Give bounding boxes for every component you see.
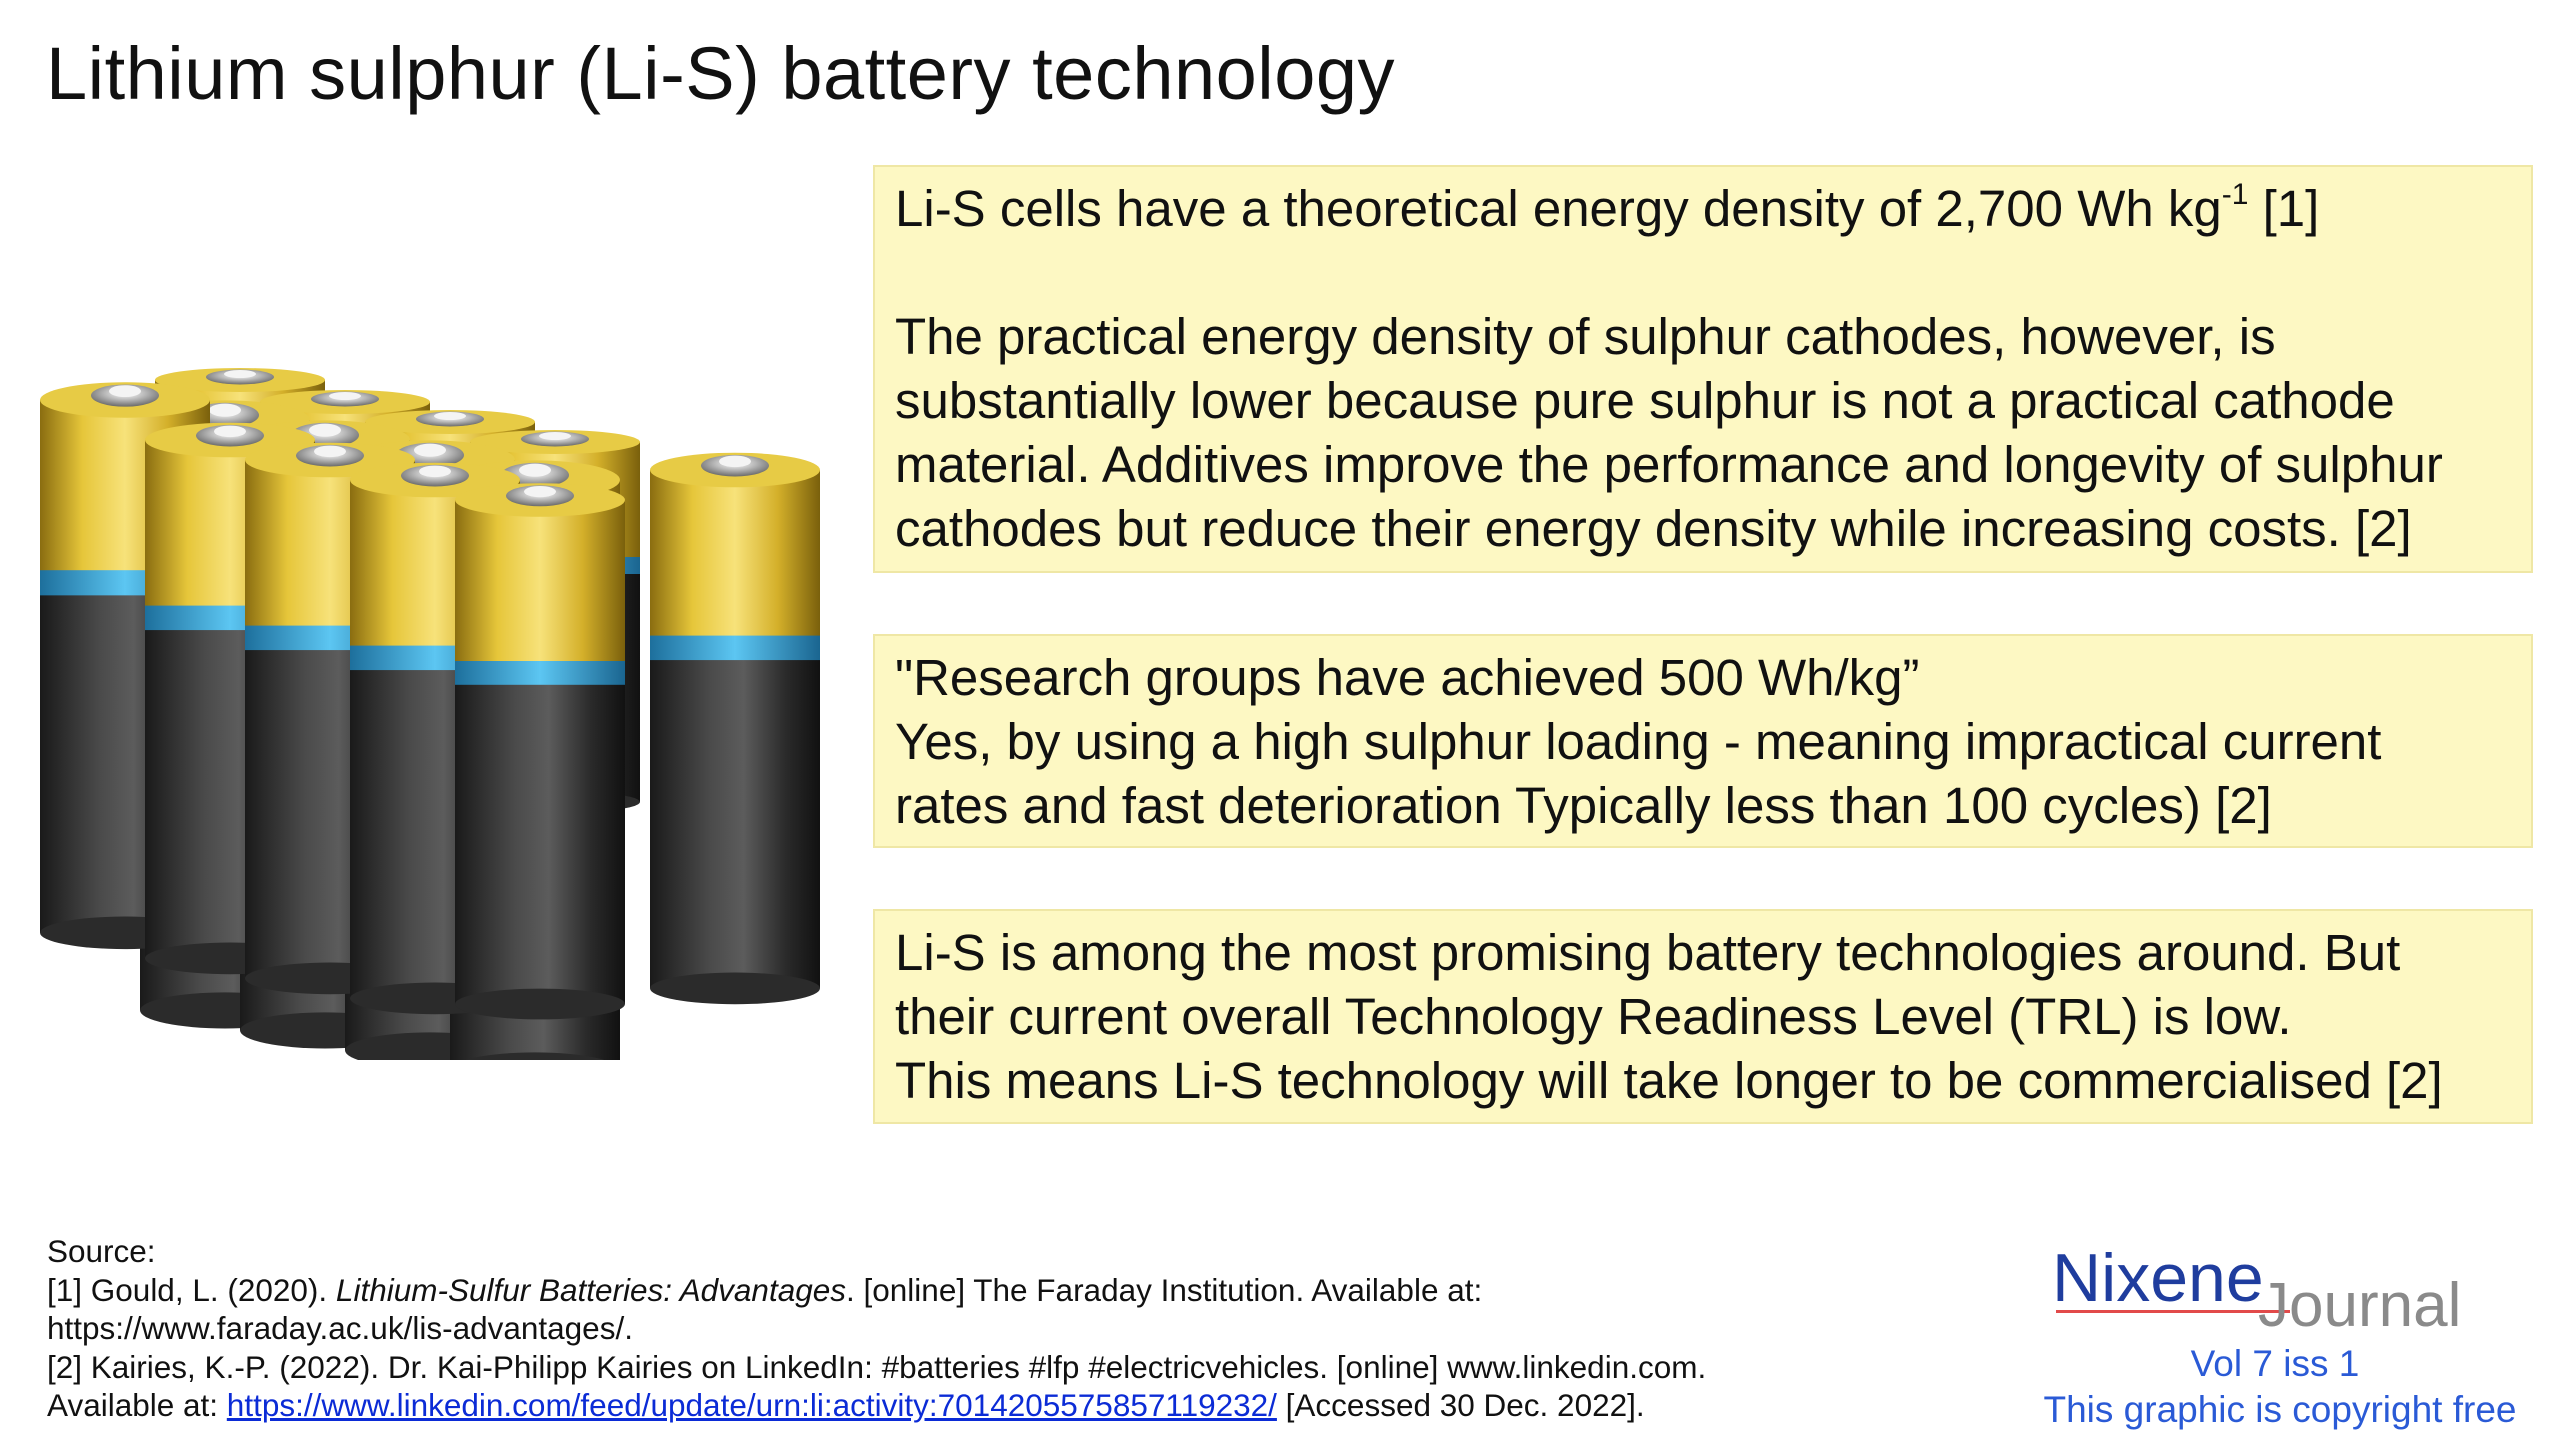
battery-cells-illustration [40, 368, 820, 1060]
energy-density-note: Li-S cells have a theoretical energy den… [873, 165, 2533, 573]
sources-heading: Source: [47, 1233, 156, 1269]
trl-line: This means Li-S technology will take lon… [895, 1052, 2443, 1109]
practical-density-line: material. Additives improve the performa… [895, 436, 2443, 493]
reference-1: [1] Gould, L. (2020). Lithium-Sulfur Bat… [47, 1271, 1483, 1308]
practical-density-line: substantially lower because pure sulphur… [895, 372, 2395, 429]
practical-density-line: cathodes but reduce their energy density… [895, 500, 2412, 557]
page-title: Lithium sulphur (Li-S) battery technolog… [46, 32, 1396, 115]
trl-note: Li-S is among the most promising battery… [873, 909, 2533, 1124]
theoretical-density-line: Li-S cells have a theoretical energy den… [895, 178, 2320, 238]
research-claim-note: "Research groups have achieved 500 Wh/kg… [873, 634, 2533, 848]
brand-underline [2056, 1310, 2290, 1313]
copyright-notice: This graphic is copyright free [2043, 1389, 2517, 1430]
trl-line: Li-S is among the most promising battery… [895, 924, 2401, 981]
brand-journal: Journal [2258, 1271, 2462, 1340]
sources-section: Source: [1] Gould, L. (2020). Lithium-Su… [47, 1232, 1897, 1425]
trl-line: their current overall Technology Readine… [895, 988, 2292, 1045]
nixene-journal-logo: Nixene Journal Vol 7 iss 1 This graphic … [2040, 1238, 2560, 1438]
linkedin-source-link[interactable]: https://www.linkedin.com/feed/update/urn… [226, 1387, 1277, 1423]
reference-1-url: https://www.faraday.ac.uk/lis-advantages… [47, 1310, 633, 1346]
brand-name: Nixene [2052, 1240, 2264, 1316]
research-claim-line: rates and fast deterioration Typically l… [895, 777, 2272, 834]
reference-2: [2] Kairies, K.-P. (2022). Dr. Kai-Phili… [47, 1348, 1707, 1385]
practical-density-line: The practical energy density of sulphur … [895, 308, 2276, 365]
reference-2-availability: Available at: https://www.linkedin.com/f… [47, 1387, 1645, 1423]
research-claim-line: Yes, by using a high sulphur loading - m… [895, 713, 2382, 770]
research-claim-line: "Research groups have achieved 500 Wh/kg… [895, 649, 1920, 706]
volume-issue: Vol 7 iss 1 [2190, 1343, 2360, 1384]
